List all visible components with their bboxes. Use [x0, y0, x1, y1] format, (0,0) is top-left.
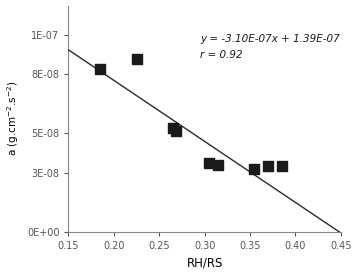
Point: [173, 129, 178, 134]
Point: [279, 164, 285, 168]
Point: [206, 161, 212, 165]
Point: [134, 56, 139, 61]
Point: [265, 164, 271, 168]
Point: [170, 125, 176, 130]
Text: r = 0.92: r = 0.92: [200, 50, 243, 60]
Text: y = -3.10E-07x + 1.39E-07: y = -3.10E-07x + 1.39E-07: [200, 34, 340, 44]
Point: [252, 167, 257, 171]
X-axis label: RH/RS: RH/RS: [186, 257, 223, 269]
Point: [215, 163, 221, 167]
Y-axis label: a (g.cm$^{-2}$.s$^{-2}$): a (g.cm$^{-2}$.s$^{-2}$): [6, 81, 21, 156]
Point: [97, 66, 103, 71]
